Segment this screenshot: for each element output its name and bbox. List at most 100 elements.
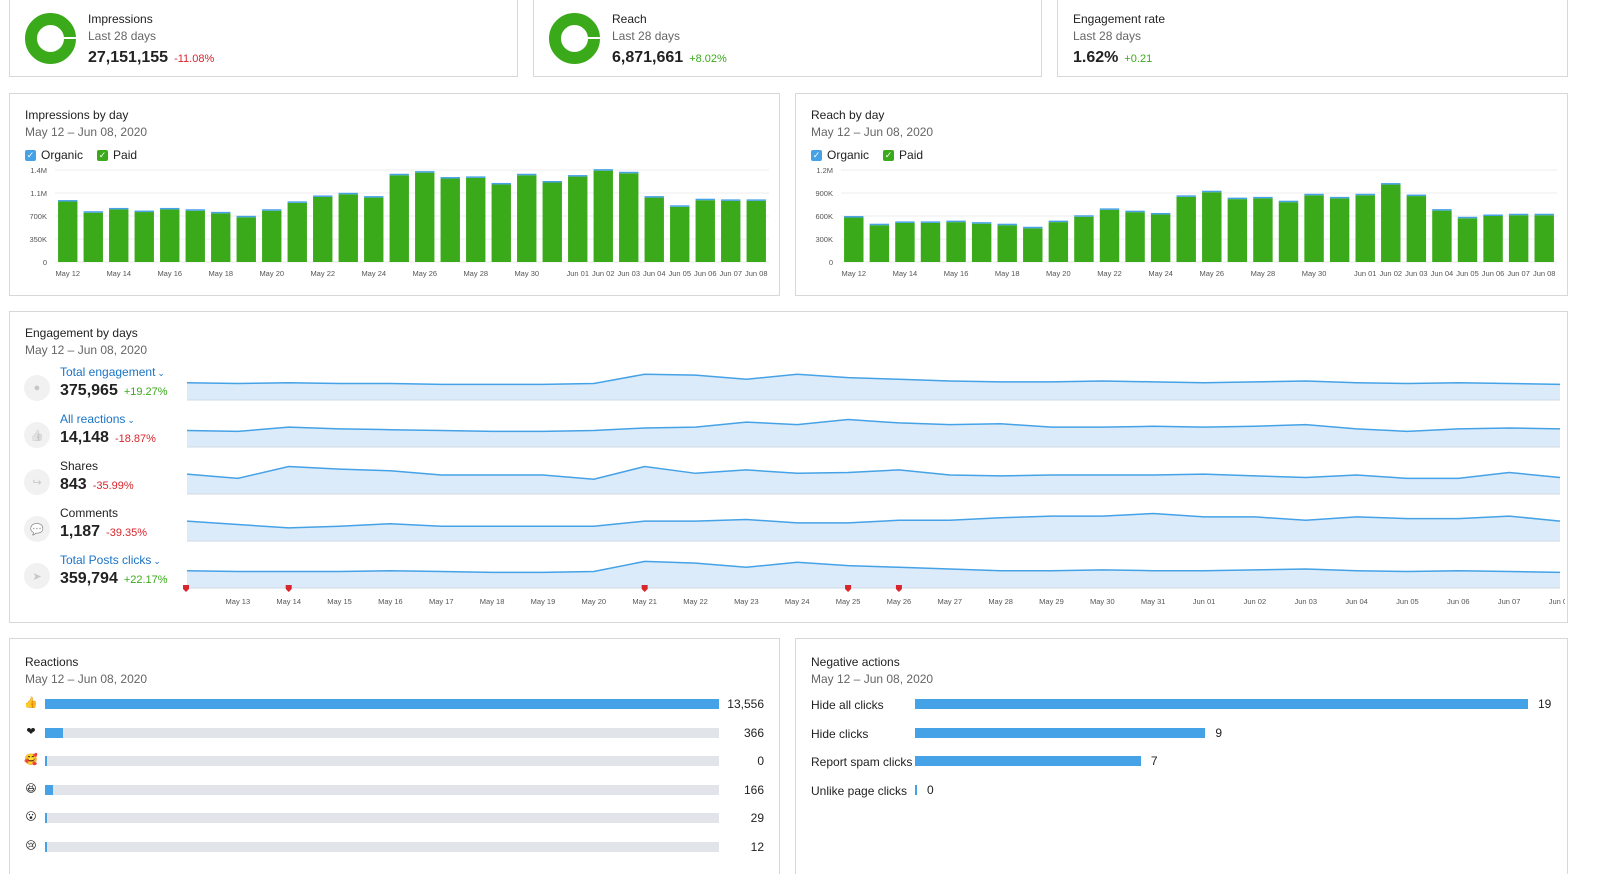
bar-paid[interactable] <box>236 217 256 262</box>
bar-organic[interactable] <box>1432 209 1452 211</box>
bar-paid[interactable] <box>1508 215 1529 262</box>
bar-paid[interactable] <box>1329 198 1350 262</box>
bar-fill[interactable] <box>45 785 54 795</box>
bar-organic[interactable] <box>415 171 435 173</box>
bar-organic[interactable] <box>1457 216 1478 219</box>
bar-paid[interactable] <box>440 178 460 262</box>
bar-paid[interactable] <box>1534 215 1554 262</box>
bar-organic[interactable] <box>568 175 588 177</box>
bar-paid[interactable] <box>389 175 409 262</box>
bar-paid[interactable] <box>920 222 941 262</box>
bar-organic[interactable] <box>695 198 715 201</box>
bar-paid[interactable] <box>109 209 129 262</box>
bar-organic[interactable] <box>1227 197 1248 200</box>
event-marker-icon[interactable] <box>845 585 852 592</box>
bar-paid[interactable] <box>466 177 486 262</box>
bar-organic[interactable] <box>1329 196 1350 199</box>
bar-organic[interactable] <box>844 216 864 218</box>
event-marker-icon[interactable] <box>183 585 189 592</box>
bar-organic[interactable] <box>1176 195 1196 197</box>
bar-organic[interactable] <box>58 200 78 202</box>
bar-fill[interactable] <box>915 756 1141 766</box>
bar-organic[interactable] <box>1304 193 1324 196</box>
bar-organic[interactable] <box>1355 193 1375 196</box>
bar-organic[interactable] <box>971 222 992 224</box>
bar-organic[interactable] <box>287 201 307 203</box>
bar-organic[interactable] <box>920 221 941 223</box>
bar-organic[interactable] <box>517 173 537 176</box>
metric-dropdown[interactable]: Total Posts clicks ⌄ <box>60 553 161 567</box>
bar-organic[interactable] <box>644 196 664 198</box>
bar-paid[interactable] <box>517 175 537 262</box>
series-line[interactable] <box>186 560 1561 574</box>
event-marker-icon[interactable] <box>285 585 292 592</box>
bar-fill[interactable] <box>45 728 64 738</box>
bar-organic[interactable] <box>869 223 890 226</box>
bar-paid[interactable] <box>364 197 384 262</box>
bar-paid[interactable] <box>1202 192 1222 262</box>
bar-paid[interactable] <box>746 200 766 262</box>
bar-fill[interactable] <box>915 728 1206 738</box>
bar-organic[interactable] <box>440 177 460 179</box>
bar-paid[interactable] <box>1227 199 1248 262</box>
bar-paid[interactable] <box>58 201 78 262</box>
bar-paid[interactable] <box>542 182 562 262</box>
bar-paid[interactable] <box>338 194 358 262</box>
bar-paid[interactable] <box>1074 216 1094 262</box>
bar-organic[interactable] <box>389 173 409 176</box>
bar-paid[interactable] <box>1381 184 1401 262</box>
bar-paid[interactable] <box>971 223 992 262</box>
legend-paid-toggle[interactable]: ✓ Paid <box>883 148 923 162</box>
bar-organic[interactable] <box>211 211 231 214</box>
bar-paid[interactable] <box>491 184 511 262</box>
bar-organic[interactable] <box>313 195 333 197</box>
bar-organic[interactable] <box>466 176 486 178</box>
bar-paid[interactable] <box>1483 216 1503 262</box>
bar-paid[interactable] <box>997 225 1017 262</box>
bar-paid[interactable] <box>721 200 741 262</box>
bar-paid[interactable] <box>287 202 307 262</box>
bar-paid[interactable] <box>1355 195 1375 262</box>
legend-organic-toggle[interactable]: ✓ Organic <box>811 148 869 162</box>
bar-paid[interactable] <box>160 209 180 262</box>
bar-paid[interactable] <box>1150 214 1171 262</box>
bar-paid[interactable] <box>1432 210 1452 262</box>
bar-organic[interactable] <box>134 210 154 213</box>
legend-paid-toggle[interactable]: ✓ Paid <box>97 148 137 162</box>
bar-fill[interactable] <box>915 785 917 795</box>
bar-organic[interactable] <box>619 171 639 174</box>
series-line[interactable] <box>186 465 1561 480</box>
bar-fill[interactable] <box>915 699 1528 709</box>
bar-organic[interactable] <box>670 205 690 207</box>
bar-paid[interactable] <box>211 213 231 262</box>
bar-paid[interactable] <box>869 225 890 262</box>
bar-organic[interactable] <box>185 209 205 211</box>
bar-paid[interactable] <box>1048 222 1069 262</box>
bar-organic[interactable] <box>1483 214 1503 217</box>
bar-organic[interactable] <box>746 199 766 201</box>
bar-paid[interactable] <box>1457 218 1478 262</box>
bar-paid[interactable] <box>619 173 639 262</box>
bar-organic[interactable] <box>1074 215 1094 217</box>
bar-paid[interactable] <box>844 217 864 262</box>
bar-organic[interactable] <box>1278 200 1299 203</box>
bar-paid[interactable] <box>83 212 103 262</box>
metric-dropdown[interactable]: All reactions ⌄ <box>60 412 135 426</box>
bar-fill[interactable] <box>45 699 719 709</box>
bar-paid[interactable] <box>1304 195 1324 262</box>
bar-organic[interactable] <box>1125 210 1145 213</box>
bar-organic[interactable] <box>160 207 180 210</box>
bar-paid[interactable] <box>185 210 205 262</box>
bar-organic[interactable] <box>236 215 256 218</box>
bar-organic[interactable] <box>997 223 1017 226</box>
bar-organic[interactable] <box>364 196 384 198</box>
bar-paid[interactable] <box>415 172 435 262</box>
bar-organic[interactable] <box>338 192 358 195</box>
bar-paid[interactable] <box>1278 202 1299 262</box>
bar-organic[interactable] <box>946 220 966 223</box>
bar-organic[interactable] <box>83 211 103 213</box>
series-line[interactable] <box>186 418 1561 433</box>
bar-fill[interactable] <box>45 813 47 823</box>
bar-organic[interactable] <box>1150 212 1171 215</box>
bar-organic[interactable] <box>1381 183 1401 185</box>
